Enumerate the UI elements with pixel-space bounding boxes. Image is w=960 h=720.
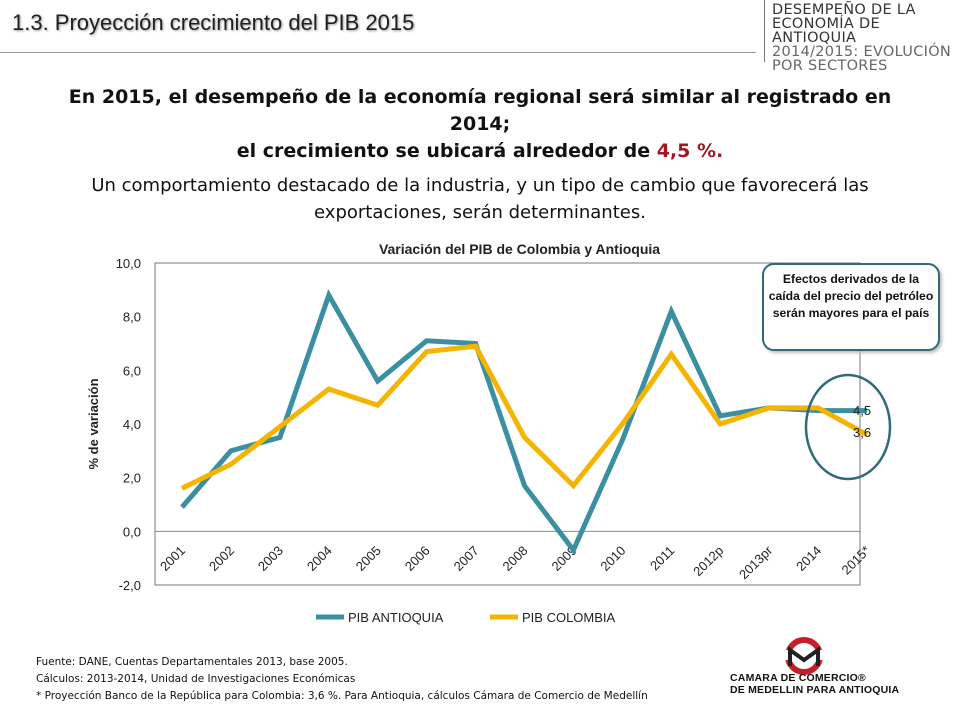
title-underline bbox=[0, 52, 756, 53]
source-notes: Fuente: DANE, Cuentas Departamentales 20… bbox=[36, 654, 648, 705]
x-tick-label: 2006 bbox=[402, 543, 433, 574]
oil-price-callout: Efectos derivados de la caída del precio… bbox=[762, 263, 940, 351]
logo-mark-icon bbox=[784, 637, 824, 675]
y-tick-label: -2,0 bbox=[119, 578, 141, 593]
x-tick-label: 2011 bbox=[647, 543, 677, 573]
y-axis-label: % de variación bbox=[86, 378, 101, 469]
lead-line-2: el crecimiento se ubicará alrededor de bbox=[236, 140, 657, 162]
header-divider bbox=[764, 0, 765, 62]
header-line-1: DESEMPEÑO DE LA bbox=[772, 2, 916, 18]
x-tick-label: 2005 bbox=[353, 543, 384, 574]
x-tick-label: 2007 bbox=[451, 543, 482, 574]
chamber-of-commerce-logo: CAMARA DE COMERCIO® DE MEDELLIN PARA ANT… bbox=[730, 636, 950, 716]
series-line-colombia bbox=[180, 343, 869, 491]
logo-line-2: DE MEDELLIN PARA ANTIOQUIA bbox=[730, 684, 900, 696]
projection-highlight-circle bbox=[804, 373, 892, 481]
x-tick-label: 2012p bbox=[690, 543, 726, 579]
y-tick-label: 0,0 bbox=[123, 524, 141, 539]
lead-statement: En 2015, el desempeño de la economía reg… bbox=[40, 84, 920, 165]
x-tick-label: 2003 bbox=[255, 543, 286, 574]
legend-label: PIB ANTIOQUIA bbox=[348, 610, 444, 625]
x-tick-label: 2001 bbox=[157, 543, 188, 574]
lead-highlight-value: 4,5 %. bbox=[656, 140, 724, 162]
end-value-label: 3,6 bbox=[853, 425, 871, 440]
header-line-3: 2014/2015: EVOLUCIÓN bbox=[772, 44, 952, 60]
x-tick-label: 2014 bbox=[793, 543, 824, 574]
note-calculations: Cálculos: 2013-2014, Unidad de Investiga… bbox=[36, 673, 356, 685]
x-tick-label: 2015* bbox=[838, 543, 873, 578]
logo-text: CAMARA DE COMERCIO® DE MEDELLIN PARA ANT… bbox=[730, 672, 950, 696]
x-tick-label: 2013pr bbox=[736, 542, 776, 582]
y-tick-label: 4,0 bbox=[123, 417, 141, 432]
x-tick-label: 2010 bbox=[597, 543, 628, 574]
supporting-statement: Un comportamiento destacado de la indust… bbox=[91, 175, 869, 223]
x-tick-label: 2002 bbox=[206, 543, 237, 574]
header-line-2: ECONOMÍA DE ANTIOQUIA bbox=[772, 16, 880, 46]
header-line-4: POR SECTORES bbox=[772, 58, 888, 74]
x-tick-label: 2004 bbox=[304, 543, 335, 574]
note-source: Fuente: DANE, Cuentas Departamentales 20… bbox=[36, 656, 348, 668]
gdp-line-chart: Variación del PIB de Colombia y Antioqui… bbox=[86, 241, 892, 625]
y-tick-label: 8,0 bbox=[123, 310, 141, 325]
series-line-antioquia bbox=[180, 289, 867, 555]
x-tick-label: 2008 bbox=[500, 543, 531, 574]
chart-title: Variación del PIB de Colombia y Antioqui… bbox=[379, 241, 660, 257]
y-tick-label: 2,0 bbox=[123, 471, 141, 486]
logo-line-1: CAMARA DE COMERCIO® bbox=[730, 672, 866, 684]
y-tick-label: 6,0 bbox=[123, 363, 141, 378]
legend-label: PIB COLOMBIA bbox=[522, 610, 616, 625]
slide-title: 1.3. Proyección crecimiento del PIB 2015 bbox=[12, 10, 415, 35]
end-value-label: 4,5 bbox=[853, 403, 871, 418]
note-projection: * Proyección Banco de la República para … bbox=[36, 690, 648, 702]
y-tick-label: 10,0 bbox=[116, 256, 141, 271]
plot-frame bbox=[154, 262, 861, 586]
report-header: DESEMPEÑO DE LA ECONOMÍA DE ANTIOQUIA 20… bbox=[772, 2, 960, 74]
lead-line-1: En 2015, el desempeño de la economía reg… bbox=[68, 86, 892, 135]
